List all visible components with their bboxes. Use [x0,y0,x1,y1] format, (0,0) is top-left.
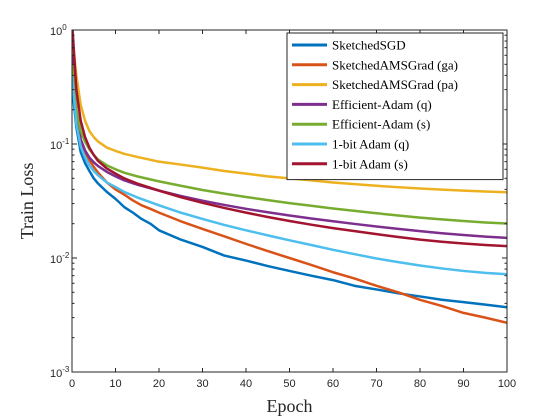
series-line-6 [72,75,507,276]
legend-label: 1-bit Adam (q) [332,137,409,152]
legend-label: Efficient-Adam (s) [332,117,430,132]
x-tick-label: 30 [196,378,208,390]
x-tick-label: 20 [153,378,165,390]
x-tick-label: 100 [498,378,516,390]
legend: SketchedSGD SketchedAMSGrad (ga) SketchedA… [286,32,504,181]
legend-label: Efficient-Adam (q) [332,97,432,112]
y-axis-title: Train Loss [17,163,37,240]
y-tick-label: 10-1 [50,137,70,152]
legend-box [286,32,504,181]
x-tick-label: 70 [370,378,382,390]
series-line-2 [72,40,507,325]
x-tick-label: 60 [327,378,339,390]
series-line-3 [72,35,507,194]
series-line-4 [72,55,507,240]
x-axis-title: Epoch [267,396,313,416]
y-tick-label: 10-3 [50,365,70,380]
series-line-7 [72,30,507,248]
y-tick-label: 10-2 [50,251,70,266]
legend-label: SketchedAMSGrad (ga) [332,57,458,72]
legend-label: SketchedAMSGrad (pa) [332,77,458,92]
legend-label: 1-bit Adam (s) [332,156,408,171]
legend-label: SketchedSGD [332,38,406,53]
x-tick-label: 40 [240,378,252,390]
x-tick-label: 10 [109,378,121,390]
x-tick-label: 90 [457,378,469,390]
x-tick-label: 0 [69,378,75,390]
x-tick-label: 50 [283,378,295,390]
x-tick-label: 80 [414,378,426,390]
y-tick-label: 100 [50,23,67,38]
